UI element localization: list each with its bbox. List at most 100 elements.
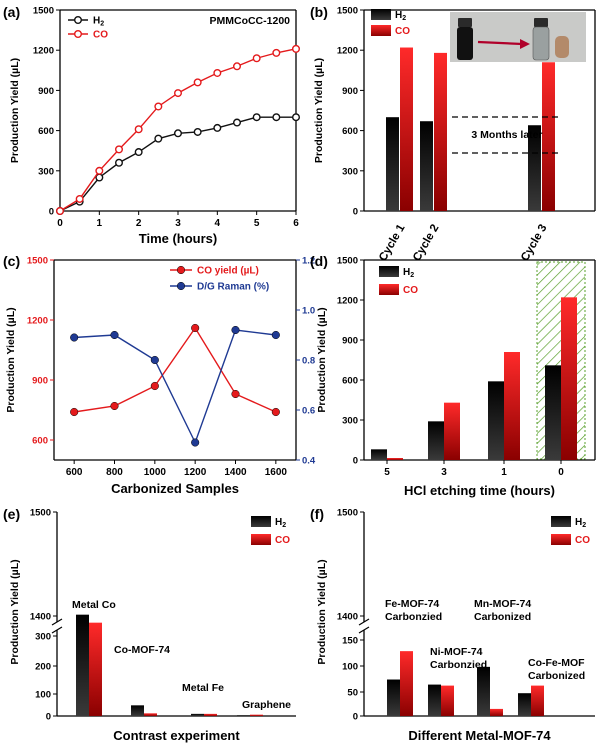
y-tick-label-(f): 0 [353,712,358,723]
data-point-CO [134,125,143,134]
y-tick-label-(e): 300 [35,632,51,643]
y-axis-title: Production Yield (µL) [9,559,21,664]
y-tick-label-(f): 50 [347,688,358,699]
legend-label: CO [403,285,418,296]
bar-H2 [420,121,433,211]
y-tick-label-d: 1500 [337,256,358,267]
x-axis-title: Carbonized Samples [111,481,239,496]
bar-CO [387,458,403,460]
bar-label: Fe-MOF-74 [385,598,439,610]
data-point-CO [292,44,301,53]
panel-label: (c) [3,253,20,269]
vial-photo [450,12,586,62]
data-point-H [114,158,123,167]
legend-label: CO [275,535,290,546]
vial-dark-icon [457,27,473,60]
y-tick-label-b: 900 [342,86,358,97]
legend-subscript: 2 [402,15,406,22]
data-point-CO [114,145,123,154]
series-line [74,329,276,445]
y-tick-label-d: 1200 [337,296,358,307]
y-tick-label-c: 1500 [27,256,48,267]
legend-marker [73,30,82,39]
bar-CO [504,352,520,460]
bar-H2 [371,449,387,460]
data-point-CO [213,68,222,77]
series-line [74,326,277,413]
panel-label: (a) [3,4,20,20]
y-tick-label-(f): 100 [342,662,358,673]
y-tick-label-c: 600 [32,436,48,447]
x-tick-label-a: 2 [136,218,142,229]
legend-marker [176,265,186,275]
y-tick-label-(f): 1500 [337,508,358,519]
y-tick-label-(f): 1400 [337,612,358,623]
bar-CO [204,713,217,716]
data-point [110,330,119,340]
x-category-label: 5 [384,467,390,478]
bar-H2 [488,381,504,460]
y-axis-title: Production Yield (µL) [5,307,17,412]
data-point-CO [272,48,281,57]
y2-tick-label: 1.0 [302,306,315,317]
x-tick-label-c: 800 [106,467,123,478]
legend-subscript: 2 [282,522,286,529]
data-point [191,323,200,333]
bar-label: Carbonzied [385,611,442,623]
bar-label: Mn-MOF-74 [474,598,531,610]
y-tick-label-(e): 100 [35,690,51,701]
data-point [150,355,159,365]
legend-subscript: 2 [100,21,104,28]
data-point-CO [154,102,163,111]
y-tick-label-(f): 150 [342,636,358,647]
data-point-H [292,113,301,122]
y-tick-label-d: 600 [342,376,358,387]
data-point-H [173,129,182,138]
legend-swatch [251,516,271,527]
data-point [70,407,79,417]
panel-label: (e) [3,506,20,522]
bar-label: Carbonized [474,611,531,623]
x-axis-title: HCl etching time (hours) [404,483,555,498]
x-axis-title: Contrast experiment [113,728,240,743]
legend-swatch [371,9,391,20]
vial-cap-icon [458,18,472,27]
x-category-label: 1 [501,467,507,478]
y-tick-label-b: 1200 [337,46,358,57]
y-tick-label-d: 300 [342,416,358,427]
panel-annotation: PMMCoCC-1200 [209,15,290,27]
bar-CO [441,685,454,716]
data-point [70,333,79,342]
y2-tick-label: 0.8 [302,356,315,367]
x-category-label: 3 [441,467,447,478]
bar-label: Co-Fe-MOF [528,657,585,669]
y-tick-label-(e): 1500 [30,508,51,519]
y2-tick-label: 0.4 [302,456,316,467]
y-tick-label-(e): 200 [35,662,51,673]
y-tick-label-c: 900 [32,376,48,387]
data-point [110,401,119,411]
legend-marker [176,281,186,291]
bar-H2 [518,693,531,716]
data-point-H [252,113,261,122]
y2-tick-label: 1.2 [302,256,315,267]
x-tick-label-c: 1600 [265,467,288,478]
y-axis-title: Production Yield (µL) [313,58,325,163]
bar-H2 [545,365,561,460]
bar-H2 [237,715,250,716]
x-tick-label-a: 1 [97,218,103,229]
axis-break-mark [51,618,63,626]
y-tick-label-b: 0 [353,207,358,218]
data-point-H [134,148,143,157]
legend-swatch [371,25,391,36]
legend-label: CO yield (µL) [197,266,259,277]
y-tick-label-c: 1200 [27,316,48,327]
bar-label: Metal Co [72,599,116,611]
data-point [231,325,240,335]
y-tick-label-d: 900 [342,336,358,347]
y-tick-label-a: 1200 [33,46,54,57]
legend-label: D/G Raman (%) [197,282,269,293]
x-tick-label-a: 4 [215,218,221,229]
data-point-H [232,118,241,127]
